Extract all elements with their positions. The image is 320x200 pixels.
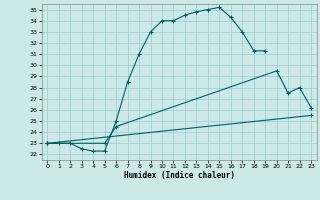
X-axis label: Humidex (Indice chaleur): Humidex (Indice chaleur) [124, 171, 235, 180]
